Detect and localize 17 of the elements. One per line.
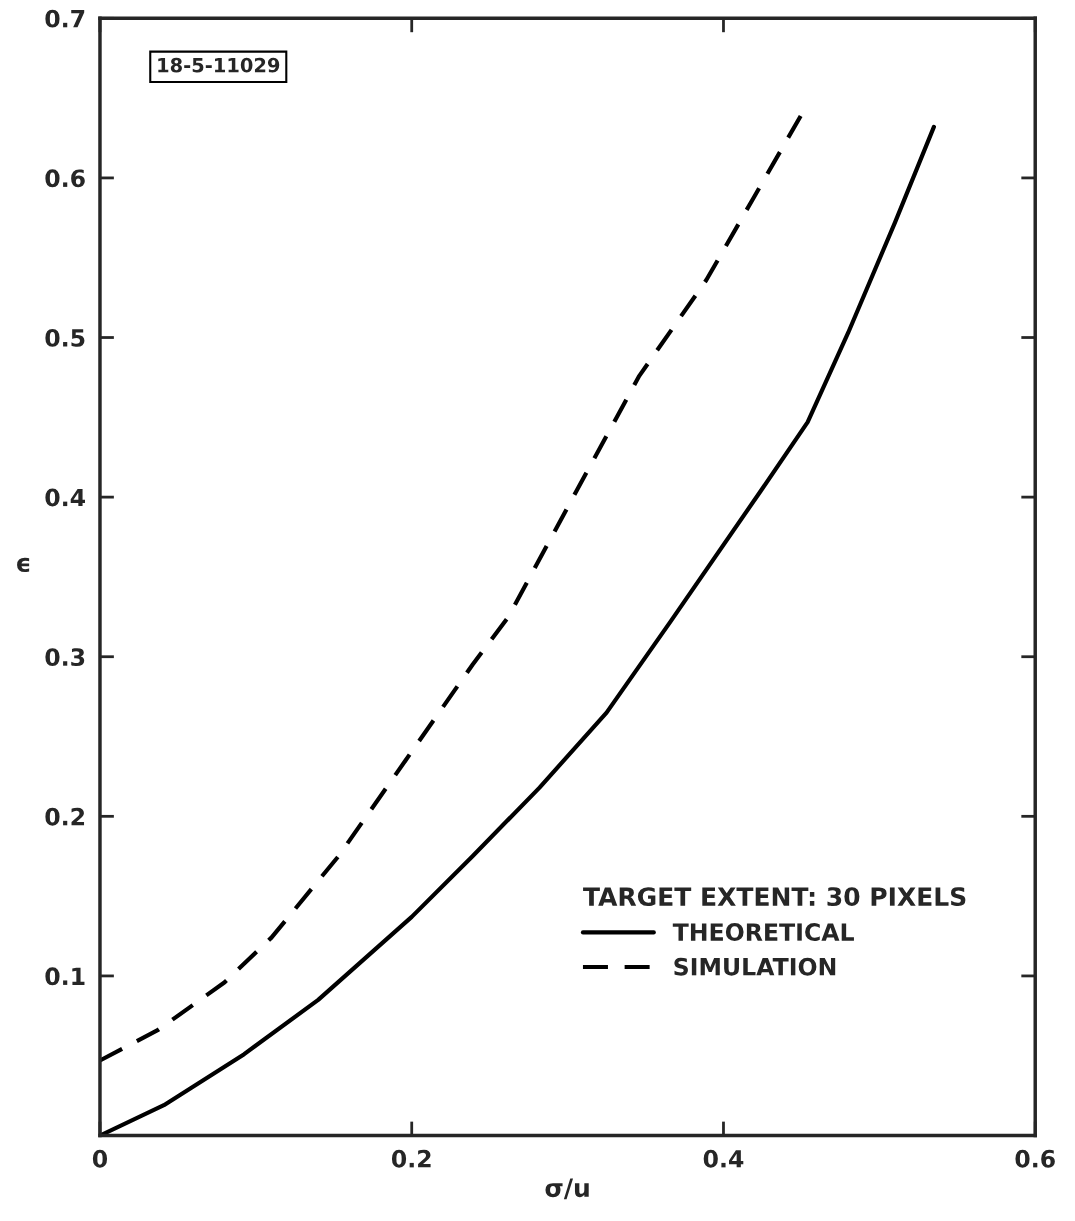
x-tick-label: 0.4 — [703, 1149, 744, 1168]
y-tick-label: 0.6 — [45, 169, 85, 188]
y-tick-label: 0.5 — [45, 328, 85, 347]
legend-label: THEORETICAL — [672, 923, 854, 941]
y-tick-label: 0.3 — [45, 648, 85, 667]
x-tick-label: 0.2 — [391, 1149, 431, 1168]
y-axis-title: ϵ — [17, 557, 30, 573]
legend-title: TARGET EXTENT: 30 PIXELS — [583, 887, 966, 907]
y-tick-label: 0.1 — [45, 967, 85, 986]
x-tick-label: 0.6 — [1015, 1149, 1055, 1168]
y-tick-label: 0.7 — [45, 9, 85, 28]
annotation: 18-5-11029 — [158, 57, 280, 73]
x-tick-label: 0 — [92, 1149, 108, 1168]
y-tick-label: 0.4 — [45, 488, 85, 507]
x-axis-title: σ/u — [545, 1178, 589, 1200]
y-tick-label: 0.2 — [45, 807, 85, 826]
legend-label: SIMULATION — [674, 957, 836, 976]
